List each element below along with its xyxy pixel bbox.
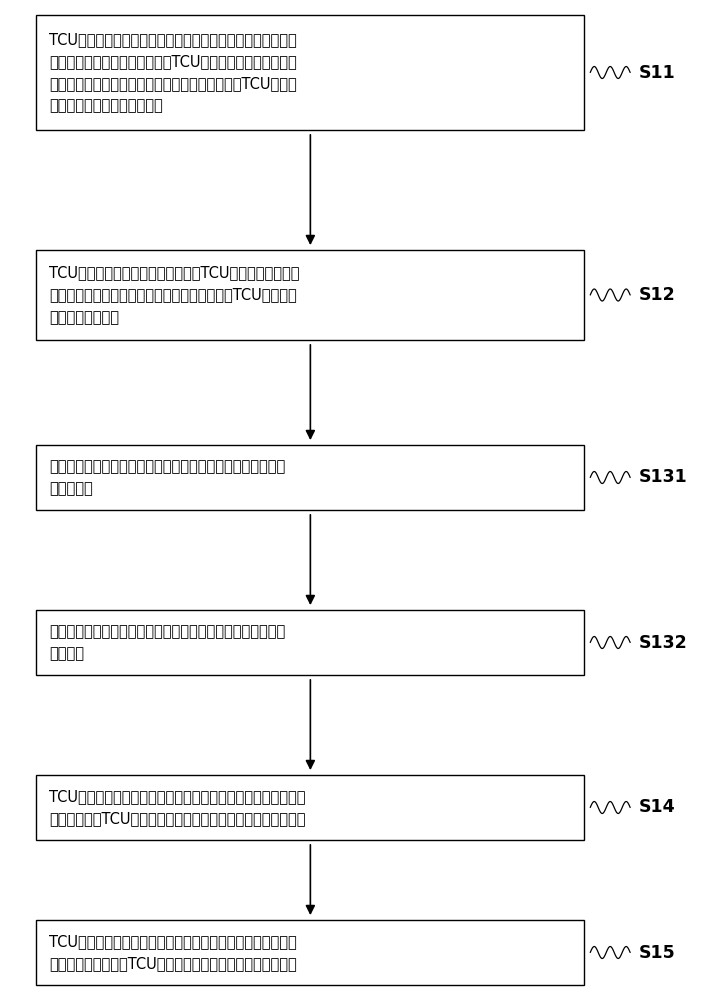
Text: S132: S132	[639, 634, 688, 652]
Bar	[36, 775, 584, 840]
Text: S12: S12	[639, 286, 676, 304]
Bar	[36, 250, 584, 340]
Text: S131: S131	[639, 468, 688, 487]
Bar	[36, 610, 584, 675]
Text: TCU向发动机发送目标扭矩，以使发动机的扭矩按照第四斜率
升至目标扭矩，同时TCU控制离合器使离合器结合至结合位置: TCU向发动机发送目标扭矩，以使发动机的扭矩按照第四斜率 升至目标扭矩，同时TC…	[49, 934, 297, 971]
Text: S11: S11	[639, 64, 676, 82]
Bar	[36, 920, 584, 985]
Text: S14: S14	[639, 798, 675, 816]
Text: 保持离合器位于分离位置，完成变速器的进挡和继续调整发动
机的转速: 保持离合器位于分离位置，完成变速器的进挡和继续调整发动 机的转速	[49, 624, 285, 661]
Text: TCU向发动机发送预设扭矩，以使发动机的扭矩按照第三斜率升
至预设扭矩，TCU控制离合器使离合器结合至半联动结合点位置: TCU向发动机发送预设扭矩，以使发动机的扭矩按照第三斜率升 至预设扭矩，TCU控…	[49, 789, 306, 826]
Bar	[36, 15, 584, 130]
Text: TCU控制变速器完成摘挡动作，同时TCU向发动机发送零扭
矩，以使发动机的扭矩按照第二斜率降至零，且TCU控制离合
器分离至分离位置: TCU控制变速器完成摘挡动作，同时TCU向发动机发送零扭 矩，以使发动机的扭矩按…	[49, 265, 300, 325]
Text: S15: S15	[639, 944, 676, 962]
Text: 变速器选挡、副箱换挡、调整中间轴的转速及调整发动机的转
速同步进行: 变速器选挡、副箱换挡、调整中间轴的转速及调整发动机的转 速同步进行	[49, 459, 285, 496]
Bar	[36, 445, 584, 510]
Text: TCU接收到换挡请求时，判断是否需要选择变速器的挡位、变
速器的副箱是否需要换挡，同时TCU向发动机发送预设扭矩，
以使发动机的扭矩按照第一斜率降至预设扭矩，且: TCU接收到换挡请求时，判断是否需要选择变速器的挡位、变 速器的副箱是否需要换挡…	[49, 32, 297, 113]
